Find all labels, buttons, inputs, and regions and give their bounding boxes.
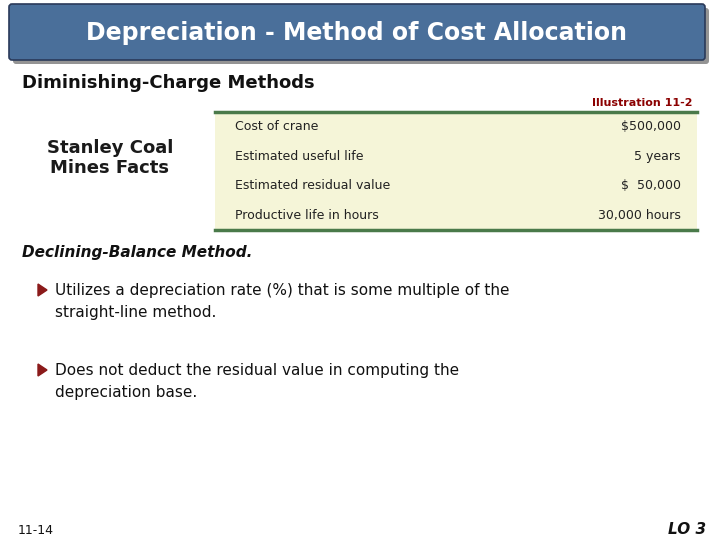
- Text: Does not deduct the residual value in computing the: Does not deduct the residual value in co…: [55, 362, 459, 377]
- Text: straight-line method.: straight-line method.: [55, 305, 217, 320]
- Text: Depreciation - Method of Cost Allocation: Depreciation - Method of Cost Allocation: [86, 21, 628, 45]
- Polygon shape: [38, 364, 47, 376]
- Text: 5 years: 5 years: [634, 150, 681, 163]
- Text: Illustration 11-2: Illustration 11-2: [593, 98, 693, 108]
- Text: Declining-Balance Method.: Declining-Balance Method.: [22, 245, 253, 260]
- FancyBboxPatch shape: [9, 4, 705, 60]
- Text: Utilizes a depreciation rate (%) that is some multiple of the: Utilizes a depreciation rate (%) that is…: [55, 282, 510, 298]
- Text: Productive life in hours: Productive life in hours: [235, 209, 379, 222]
- Text: Mines Facts: Mines Facts: [50, 159, 169, 177]
- Text: Estimated residual value: Estimated residual value: [235, 179, 390, 192]
- Text: 30,000 hours: 30,000 hours: [598, 209, 681, 222]
- Text: Estimated useful life: Estimated useful life: [235, 150, 364, 163]
- Text: depreciation base.: depreciation base.: [55, 384, 197, 400]
- Text: Stanley Coal: Stanley Coal: [47, 139, 174, 157]
- Text: 11-14: 11-14: [18, 523, 54, 537]
- Polygon shape: [38, 284, 47, 296]
- FancyBboxPatch shape: [13, 8, 709, 64]
- Text: Diminishing-Charge Methods: Diminishing-Charge Methods: [22, 74, 315, 92]
- FancyBboxPatch shape: [215, 112, 697, 230]
- Text: Cost of crane: Cost of crane: [235, 120, 318, 133]
- Text: $  50,000: $ 50,000: [621, 179, 681, 192]
- Text: LO 3: LO 3: [668, 523, 706, 537]
- Text: $500,000: $500,000: [621, 120, 681, 133]
